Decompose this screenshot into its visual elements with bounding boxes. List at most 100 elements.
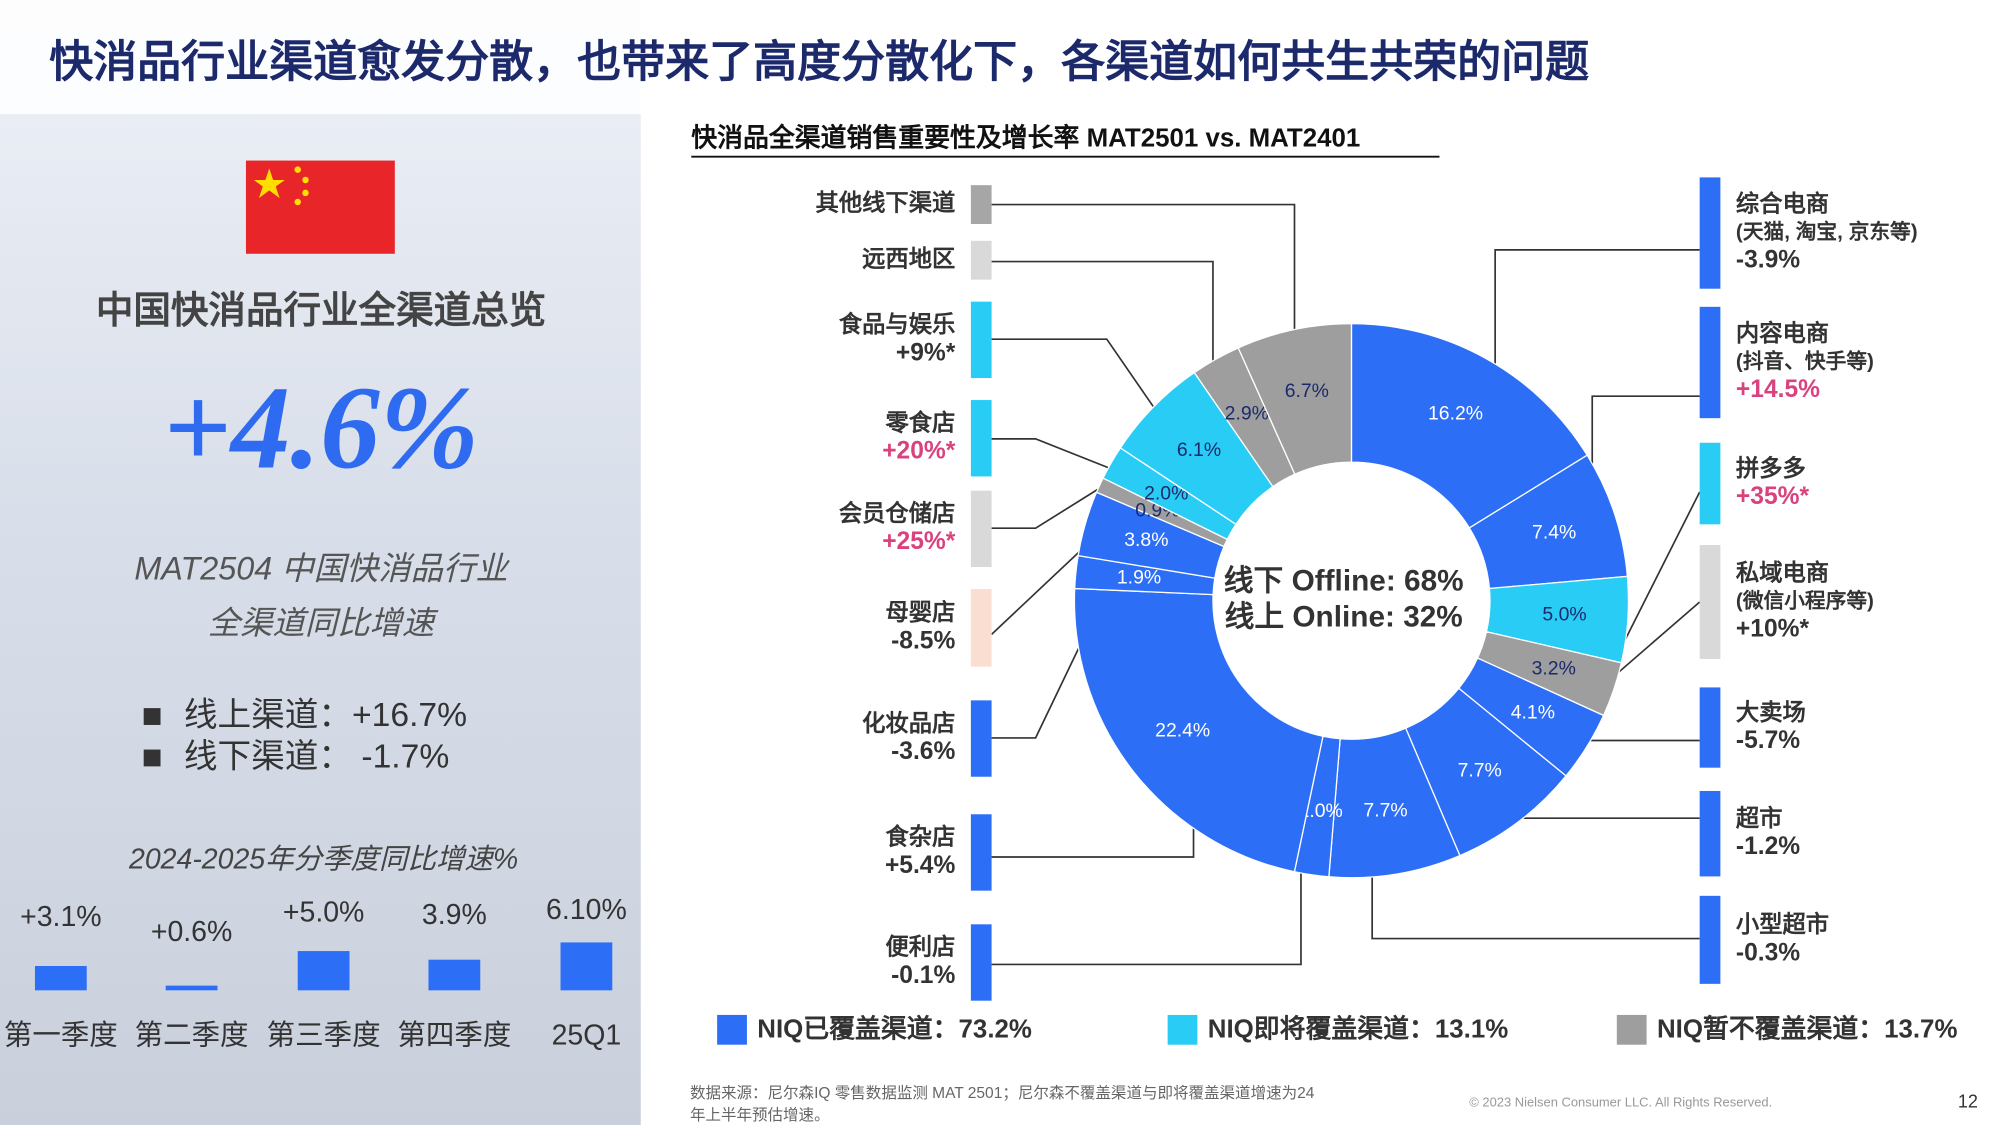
legend-swatch [1167,1014,1198,1045]
legend-label: NIQ暂不覆盖渠道：13.7% [1657,1013,1958,1043]
center-label: 线下 Offline: 68% [1224,564,1464,597]
callout-growth: -3.9% [1736,246,1800,273]
callout-box [1699,442,1721,525]
page-number: 12 [1958,1092,1978,1112]
callout-box [970,700,992,777]
copyright: © 2023 Nielsen Consumer LLC. All Rights … [1469,1094,1772,1109]
donut-segment [1073,587,1324,873]
data-label: 5.0% [1542,604,1586,626]
data-label: 1.9% [1117,567,1161,589]
bar [428,959,481,991]
x-tick-label: 第四季度 [397,1019,511,1051]
callout-label: 远西地区 [862,245,955,271]
x-tick-label: 第一季度 [4,1019,118,1051]
callout-label: 食品与娱乐 [839,310,955,337]
callout-box [970,185,992,224]
callout-box [970,589,992,667]
callout-growth: +10%* [1736,615,1810,642]
bar-chart-title: 2024-2025年分季度同比增速% [128,843,518,875]
callout-label: 超市 [1736,804,1783,831]
callout-label: 食杂店 [885,823,955,850]
callout-label: 大卖场 [1736,699,1806,725]
callout-label: 综合电商 [1736,189,1829,216]
panel-subtitle: MAT2504 中国快消品行业 [134,550,510,586]
callout-label: 其他线下渠道 [816,189,956,216]
source-note: 年上半年预估增速。 [690,1106,830,1124]
x-tick-label: 第三季度 [267,1019,381,1051]
bullet [143,708,161,725]
callout-growth: +14.5% [1736,376,1820,403]
callout-growth: -0.3% [1736,939,1800,966]
chart-title: 快消品全渠道销售重要性及增长率 MAT2501 vs. MAT2401 [691,123,1360,153]
data-label: 3.8% [1124,529,1168,551]
leader-lines [991,203,1701,966]
data-label: 16.2% [1428,402,1483,424]
callout-box [970,814,992,891]
callout-box [1699,687,1721,768]
center-label: 线上 Online: 32% [1225,601,1463,634]
callout-label: (天猫, 淘宝, 京东等) [1736,220,1918,244]
slide-title: 快消品行业渠道愈发分散，也带来了高度分散化下，各渠道如何共生共荣的问题 [49,37,1589,86]
value-label: +3.1% [20,901,102,933]
value-label: 6.10% [546,894,627,926]
callout-label: (微信小程序等) [1736,588,1874,612]
callout-growth: -3.6% [891,738,955,765]
bullet [143,749,161,767]
callout-growth: -8.5% [891,627,955,654]
header-bg [0,0,2000,114]
legend-label: NIQ已覆盖渠道：73.2% [757,1013,1032,1043]
callout-growth: +9%* [896,339,956,366]
callout-growth: +20%* [882,438,956,465]
headline-value: +4.6% [163,361,479,493]
donut-segment [1237,323,1353,476]
bar [165,985,218,991]
panel-heading: 中国快消品行业全渠道总览 [96,289,546,331]
value-label: +5.0% [283,896,365,928]
legend-swatch [1616,1014,1647,1045]
x-tick-label: 25Q1 [552,1019,622,1051]
callout-growth: +5.4% [885,852,956,879]
bullet-text: 线上渠道：+16.7% [184,696,467,734]
callout-growth: -5.7% [1736,727,1800,754]
legend-swatch [717,1014,747,1045]
callout-label: 私域电商 [1736,558,1829,585]
bar [560,942,613,991]
data-label: 3.2% [1532,657,1576,679]
callout-label: (抖音、快手等) [1736,349,1874,373]
flag [245,160,395,254]
callout-label: 化妆品店 [862,709,955,736]
data-label: 7.7% [1458,760,1502,782]
callout-label: 便利店 [885,934,955,960]
data-label: 4.1% [1511,702,1555,724]
callout-box [1699,895,1721,984]
callout-growth: -1.2% [1736,833,1800,860]
bar [34,965,87,991]
data-label: 7.4% [1532,522,1576,544]
data-label: 6.7% [1285,380,1329,402]
callout-box [970,400,992,477]
bullet-text: 线下渠道： -1.7% [184,738,449,776]
callout-growth: -0.1% [891,962,955,989]
callout-box [970,924,992,1001]
value-label: +0.6% [151,916,233,948]
callout-box [1699,306,1721,419]
callout-box [970,490,992,568]
callout-box [1699,545,1721,659]
callout-label: 内容电商 [1736,319,1829,346]
callout-box [970,301,992,379]
callout-box [1699,177,1721,289]
bar [297,951,350,991]
callout-box [1699,790,1721,877]
data-label: 2.0% [1144,482,1188,504]
callout-growth: +25%* [882,528,956,555]
callout-label: 零食店 [884,408,955,435]
data-label: 6.1% [1177,439,1221,461]
donut-segment [1350,323,1589,529]
x-tick-label: 第二季度 [135,1019,249,1051]
data-label: 22.4% [1155,720,1210,742]
panel-subtitle: 全渠道同比增速 [208,605,439,641]
callout-label: 小型超市 [1736,910,1829,937]
data-label: 2.0% [1299,800,1343,822]
callout-label: 母婴店 [885,599,955,625]
